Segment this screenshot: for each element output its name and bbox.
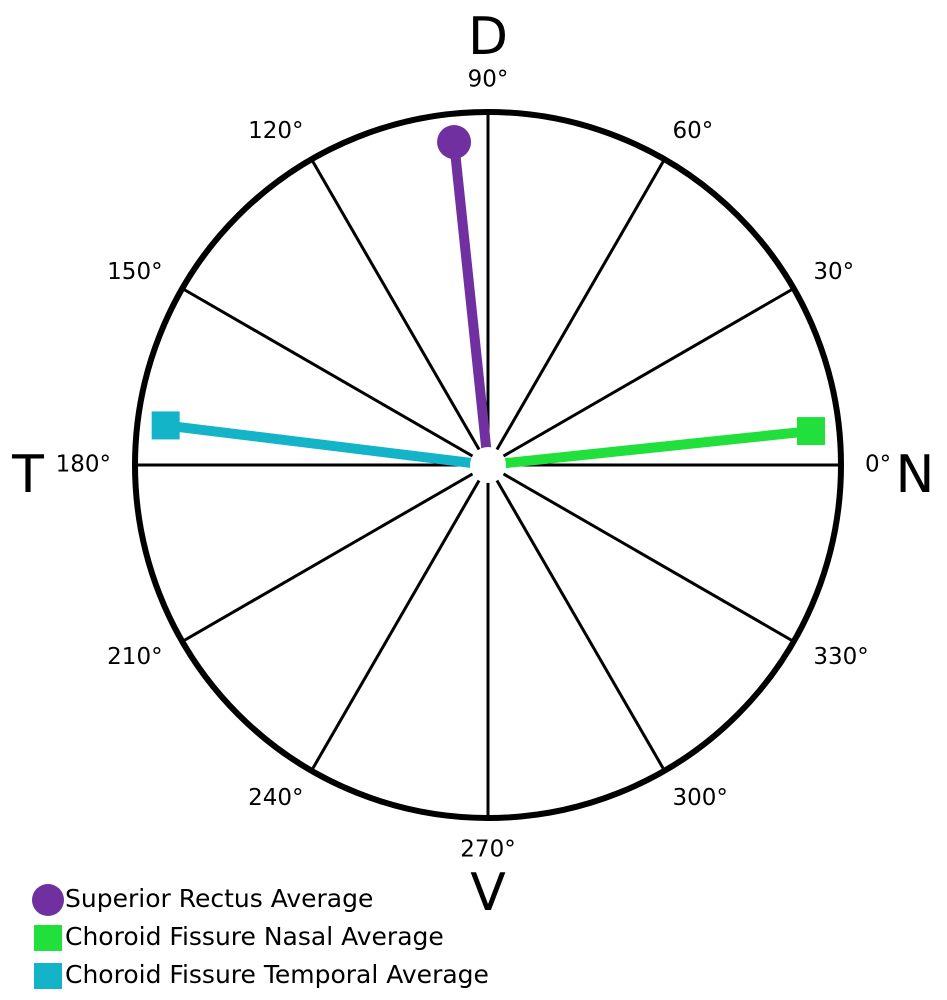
series-marker <box>437 125 472 160</box>
angle-tick-label: 210° <box>107 644 162 670</box>
angle-tick-label: 30° <box>813 259 854 285</box>
series-line <box>165 420 489 470</box>
angle-tick-label: 330° <box>813 644 868 670</box>
angle-tick-label: 270° <box>460 837 515 863</box>
direction-label: T <box>11 445 44 505</box>
angle-tick-label: 60° <box>673 118 714 144</box>
spoke <box>487 287 795 467</box>
series-marker <box>796 417 825 446</box>
spoke <box>181 463 489 643</box>
spoke <box>486 158 666 466</box>
center-hole <box>470 447 506 483</box>
direction-label: N <box>896 445 935 505</box>
angle-tick-label: 90° <box>468 67 509 93</box>
legend-marker <box>32 884 64 916</box>
outer-circle <box>132 109 844 821</box>
series-marker <box>151 411 180 440</box>
angle-tick-label: 0° <box>865 452 891 478</box>
spoke <box>486 464 666 772</box>
legend-marker <box>34 925 62 951</box>
angle-tick-label: 300° <box>673 785 728 811</box>
legend-marker <box>34 963 62 989</box>
legend-label: Choroid Fissure Nasal Average <box>65 922 444 951</box>
spoke <box>181 287 489 467</box>
direction-label: D <box>468 7 508 67</box>
angle-tick-label: 180° <box>56 452 111 478</box>
angle-tick-label: 240° <box>248 785 303 811</box>
spoke <box>310 158 490 466</box>
angle-tick-label: 150° <box>107 259 162 285</box>
series-line <box>487 426 812 470</box>
series-line <box>449 141 493 466</box>
direction-label: V <box>470 863 506 923</box>
legend-label: Choroid Fissure Temporal Average <box>65 960 489 989</box>
spoke <box>487 463 795 643</box>
legend-label: Superior Rectus Average <box>65 884 373 913</box>
angle-tick-label: 120° <box>248 118 303 144</box>
spoke <box>310 464 490 772</box>
